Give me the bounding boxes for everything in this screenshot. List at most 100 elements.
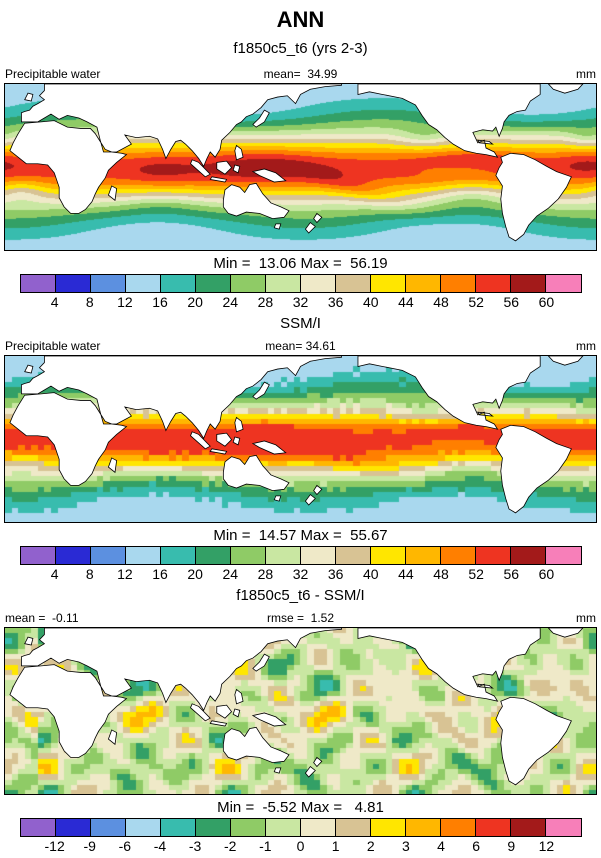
variable-label: Precipitable water (5, 67, 101, 81)
obs-subtitle: SSM/I (280, 315, 321, 332)
units-label: mm (576, 611, 596, 625)
colorbar-tick-label: 60 (538, 294, 555, 310)
colorbar-segment (20, 275, 56, 292)
colorbar-segment (476, 819, 512, 836)
colorbar-tick-label: 56 (503, 566, 520, 582)
model-map (4, 83, 597, 251)
colorbar-segment (511, 547, 547, 564)
colorbar-model: 4 8 12 16 20 24 28 32 36 40 44 48 52 56 60 (19, 274, 582, 310)
colorbar-tick-label: 12 (117, 566, 133, 582)
colorbar-tick-label: 20 (187, 294, 203, 310)
variable-label: Precipitable water (5, 339, 101, 353)
colorbar-tick-label: 12 (117, 294, 133, 310)
colorbar-tick-label: -4 (153, 838, 167, 854)
colorbar-tick-label: 60 (538, 566, 555, 582)
mean-label: mean= 34.99 (263, 67, 338, 81)
colorbar-tick-label: -12 (44, 838, 65, 854)
model-minmax-label: Min = 13.06 Max = 56.19 (213, 255, 388, 272)
colorbar-tick-label: 48 (433, 294, 449, 310)
colorbar-segment (20, 819, 56, 836)
colorbar-segment (476, 275, 512, 292)
colorbar-tick-label: 4 (50, 294, 59, 310)
colorbar-segment (160, 547, 196, 564)
colorbar-segment (125, 275, 161, 292)
colorbar-segment (55, 547, 91, 564)
colorbar-segment (160, 819, 196, 836)
colorbar-segment (441, 275, 477, 292)
colorbar-tick-label: 8 (85, 566, 94, 582)
panel-model-header: Precipitable water mean= 34.99 mm (4, 66, 597, 81)
colorbar-segment (511, 275, 547, 292)
colorbar-segment (160, 275, 196, 292)
colorbar-tick-label: 52 (468, 566, 484, 582)
colorbar-tick-label: 36 (327, 294, 344, 310)
colorbar-segment (406, 819, 442, 836)
colorbar-segment (230, 819, 266, 836)
colorbar-tick-label: 24 (222, 566, 239, 582)
colorbar-tick-label: -1 (259, 838, 272, 854)
colorbar-tick-label: 4 (50, 566, 59, 582)
colorbar-tick-label: -9 (83, 838, 96, 854)
colorbar-tick-label: 9 (507, 838, 516, 854)
colorbar-tick-label: 12 (538, 838, 555, 854)
colorbar-segment (90, 547, 126, 564)
colorbar-segment (336, 275, 372, 292)
colorbar-tick-label: 8 (85, 294, 94, 310)
colorbar-segment (336, 819, 372, 836)
diff-map (4, 627, 597, 795)
land-overlay (5, 356, 596, 522)
colorbar-segment (195, 819, 231, 836)
colorbar-segment (265, 819, 301, 836)
colorbar-segment (125, 547, 161, 564)
panel-model: Precipitable water mean= 34.99 mm Min = … (4, 66, 597, 310)
colorbar-segment (441, 819, 477, 836)
colorbar-segment (476, 547, 512, 564)
colorbar-tick-label: -2 (224, 838, 237, 854)
colorbar-diff: -12 -9 -6 -4 -3 -2 -1 0 1 2 3 4 6 9 12 (19, 818, 582, 854)
colorbar-tick-labels: 4 8 12 16 20 24 28 32 36 40 44 48 52 56 60 (20, 294, 582, 310)
colorbar-segment (301, 275, 337, 292)
colorbar-segment (301, 819, 337, 836)
colorbar-segments (19, 818, 582, 837)
colorbar-segment (230, 547, 266, 564)
colorbar-segment (90, 819, 126, 836)
colorbar-segment (90, 275, 126, 292)
colorbar-segment (265, 547, 301, 564)
colorbar-tick-label: 28 (257, 566, 274, 582)
colorbar-segment (371, 275, 407, 292)
colorbar-tick-label: 0 (296, 838, 305, 854)
colorbar-tick-label: 6 (472, 838, 481, 854)
colorbar-tick-label: -3 (188, 838, 202, 854)
colorbar-tick-label: 4 (437, 838, 445, 854)
colorbar-tick-label: 24 (222, 294, 239, 310)
case-subtitle: f1850c5_t6 (yrs 2-3) (233, 40, 368, 57)
colorbar-tick-label: 16 (152, 566, 168, 582)
panel-difference: mean = -0.11 rmse = 1.52 mm Min = -5.52 … (4, 610, 597, 854)
colorbar-segment (195, 547, 231, 564)
colorbar-tick-label: 44 (398, 566, 414, 582)
panel-obs-header: Precipitable water mean= 34.61 mm (4, 338, 597, 353)
colorbar-tick-label: 40 (362, 566, 379, 582)
colorbar-segment (125, 819, 161, 836)
land-overlay (5, 628, 596, 794)
colorbar-tick-label: 3 (401, 838, 410, 854)
units-label: mm (576, 67, 596, 81)
colorbar-tick-labels: 4 8 12 16 20 24 28 32 36 40 44 48 52 56 60 (20, 566, 582, 582)
colorbar-tick-label: 2 (366, 838, 375, 854)
mean-label: mean= 34.61 (265, 339, 336, 353)
colorbar-segment (265, 275, 301, 292)
colorbar-segment (55, 819, 91, 836)
colorbar-tick-label: 52 (468, 294, 484, 310)
colorbar-tick-label: -6 (118, 838, 132, 854)
colorbar-segment (55, 275, 91, 292)
colorbar-obs: 4 8 12 16 20 24 28 32 36 40 44 48 52 56 60 (19, 546, 582, 582)
colorbar-tick-label: 44 (398, 294, 414, 310)
colorbar-segment (301, 547, 337, 564)
colorbar-segment (546, 275, 581, 292)
colorbar-tick-label: 20 (187, 566, 203, 582)
colorbar-segment (371, 819, 407, 836)
colorbar-segment (546, 819, 581, 836)
colorbar-tick-label: 48 (433, 566, 449, 582)
panel-observation: Precipitable water mean= 34.61 mm Min = … (4, 338, 597, 582)
